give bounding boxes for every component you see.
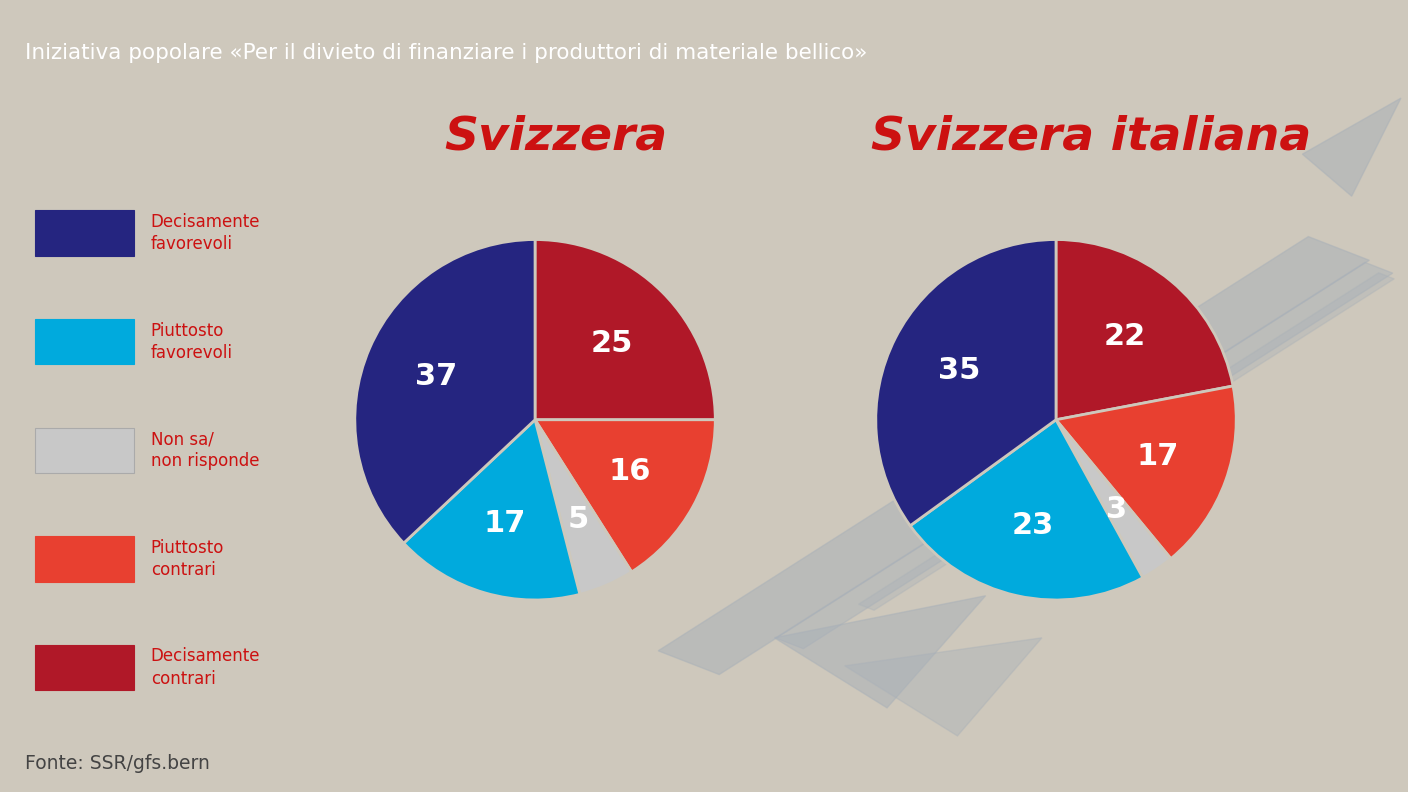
- Text: Fonte: SSR/gfs.bern: Fonte: SSR/gfs.bern: [25, 755, 210, 774]
- FancyBboxPatch shape: [35, 319, 134, 364]
- Text: 23: 23: [1011, 511, 1053, 540]
- FancyBboxPatch shape: [35, 428, 134, 473]
- Text: Decisamente
favorevoli: Decisamente favorevoli: [151, 213, 260, 253]
- Text: Non sa/
non risponde: Non sa/ non risponde: [151, 430, 259, 470]
- Polygon shape: [658, 237, 1370, 675]
- Text: 17: 17: [484, 509, 527, 538]
- Wedge shape: [1056, 420, 1171, 577]
- Text: Iniziativa popolare «Per il divieto di finanziare i produttori di materiale bell: Iniziativa popolare «Per il divieto di f…: [25, 43, 867, 63]
- Wedge shape: [535, 420, 715, 572]
- Text: Decisamente
contrari: Decisamente contrari: [151, 648, 260, 687]
- Wedge shape: [404, 420, 580, 600]
- Wedge shape: [355, 239, 535, 543]
- Polygon shape: [859, 272, 1394, 611]
- Text: Svizzera: Svizzera: [445, 114, 667, 159]
- Text: 35: 35: [939, 356, 981, 385]
- Text: 5: 5: [567, 505, 589, 534]
- Wedge shape: [1056, 386, 1236, 558]
- Wedge shape: [535, 420, 632, 594]
- Wedge shape: [876, 239, 1056, 526]
- Wedge shape: [910, 420, 1143, 600]
- FancyBboxPatch shape: [35, 210, 134, 256]
- Text: Svizzera italiana: Svizzera italiana: [872, 114, 1311, 159]
- Text: Piuttosto
favorevoli: Piuttosto favorevoli: [151, 322, 232, 362]
- Text: 3: 3: [1107, 495, 1128, 524]
- Wedge shape: [1056, 239, 1233, 420]
- Text: Piuttosto
contrari: Piuttosto contrari: [151, 539, 224, 579]
- FancyBboxPatch shape: [35, 645, 134, 691]
- Text: 16: 16: [608, 457, 650, 486]
- Wedge shape: [535, 239, 715, 420]
- Polygon shape: [845, 638, 1042, 736]
- Polygon shape: [776, 262, 1393, 649]
- Polygon shape: [774, 596, 986, 708]
- Polygon shape: [1302, 98, 1401, 196]
- Text: 17: 17: [1136, 442, 1178, 471]
- Text: 22: 22: [1104, 322, 1146, 351]
- Text: 25: 25: [590, 329, 632, 358]
- Text: 37: 37: [415, 362, 458, 391]
- FancyBboxPatch shape: [35, 536, 134, 581]
